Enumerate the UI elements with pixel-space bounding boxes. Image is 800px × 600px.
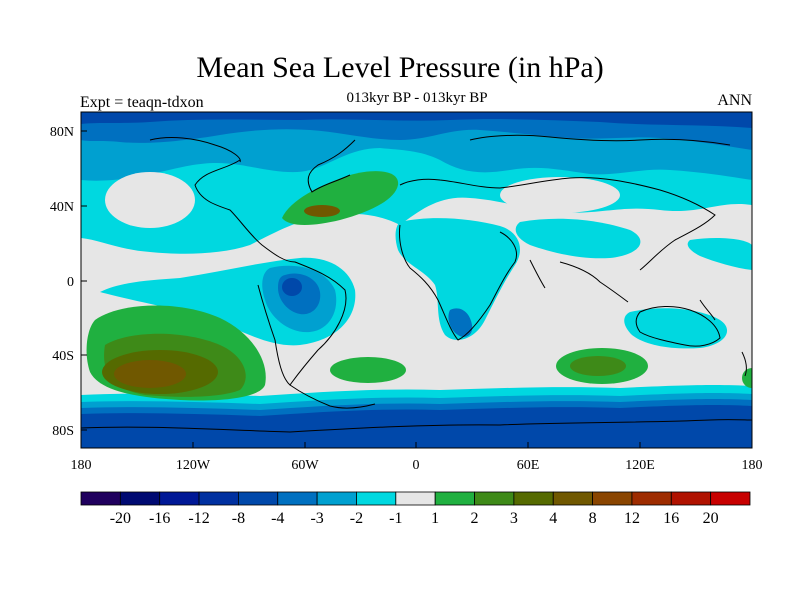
y-axis-labels: 80N 40N 0 40S 80S (50, 125, 74, 439)
chart-subtitle: 013kyr BP - 013kyr BP (346, 90, 488, 106)
colorbar-label: -4 (271, 510, 284, 527)
coastlines (81, 134, 752, 433)
colorbar-swatch (670, 491, 712, 506)
colorbar-swatch (592, 491, 633, 506)
colorbar-label: -3 (310, 510, 323, 527)
colorbar-label: 1 (431, 510, 439, 527)
colorbar-label: -1 (389, 510, 402, 527)
north-atlantic-core (304, 205, 340, 217)
chart-title: Mean Sea Level Pressure (in hPa) (196, 51, 604, 84)
south-america-deep (282, 278, 302, 296)
colorbar-swatch (434, 491, 475, 506)
colorbar-swatch (395, 491, 436, 506)
indian-ocean-core (570, 356, 626, 376)
y-tick-label: 80S (52, 424, 74, 439)
x-tick-label: 180 (742, 458, 763, 473)
colorbar-swatch (159, 491, 200, 506)
colorbar-swatch (277, 491, 318, 506)
eurasia-neutral (500, 177, 620, 213)
colorbar-swatch (474, 491, 515, 506)
south-pacific-core (114, 360, 186, 388)
colorbar-label: -2 (350, 510, 363, 527)
colorbar-label: 16 (663, 510, 679, 527)
antarctic-negative (81, 404, 752, 448)
x-tick-label: 0 (413, 458, 420, 473)
colorbar (80, 491, 751, 506)
x-tick-label: 120E (625, 458, 655, 473)
y-tick-label: 0 (67, 275, 74, 290)
colorbar-label: -16 (149, 510, 170, 527)
x-axis-labels: 180 120W 60W 0 60E 120E 180 (71, 458, 763, 473)
east-pacific-negative (687, 237, 752, 270)
colorbar-label: 2 (471, 510, 479, 527)
east-edge-positive (742, 368, 752, 388)
colorbar-swatch (238, 491, 279, 506)
colorbar-label: 4 (549, 510, 557, 527)
colorbar-swatch (631, 491, 672, 506)
x-tick-label: 60E (517, 458, 540, 473)
colorbar-label: -12 (188, 510, 209, 527)
y-tick-label: 40N (50, 200, 74, 215)
colorbar-label: -8 (232, 510, 245, 527)
colorbar-swatch (119, 491, 161, 506)
colorbar-label: 20 (703, 510, 719, 527)
colorbar-swatch (513, 491, 554, 506)
x-tick-label: 120W (176, 458, 211, 473)
colorbar-label: -20 (110, 510, 131, 527)
pressure-field (81, 112, 752, 448)
colorbar-label: 8 (589, 510, 597, 527)
colorbar-swatch (198, 491, 239, 506)
arctic-negative-blue (81, 112, 752, 150)
y-tick-label: 40S (52, 349, 74, 364)
africa-negative (395, 218, 520, 340)
asia-negative (515, 218, 641, 259)
colorbar-swatch (80, 491, 121, 506)
colorbar-swatch (710, 491, 751, 506)
north-pacific-neutral (105, 172, 195, 228)
south-atlantic-positive (330, 357, 406, 383)
australia-negative (624, 308, 728, 349)
experiment-label: Expt = teaqn-tdxon (80, 94, 204, 111)
colorbar-swatch (356, 491, 397, 506)
colorbar-label: 3 (510, 510, 518, 527)
tick-marks (80, 130, 753, 448)
x-tick-label: 60W (291, 458, 319, 473)
y-tick-label: 80N (50, 125, 74, 140)
colorbar-label: 12 (624, 510, 640, 527)
x-tick-label: 180 (71, 458, 92, 473)
season-label: ANN (717, 92, 752, 109)
south-africa-blue (448, 308, 473, 337)
colorbar-labels: -20 -16 -12 -8 -4 -3 -2 -1 1 2 3 4 8 12 16 20 (110, 510, 719, 527)
colorbar-swatch (316, 491, 357, 506)
arctic-negative-darkblue (81, 112, 752, 128)
colorbar-swatch (552, 491, 593, 506)
